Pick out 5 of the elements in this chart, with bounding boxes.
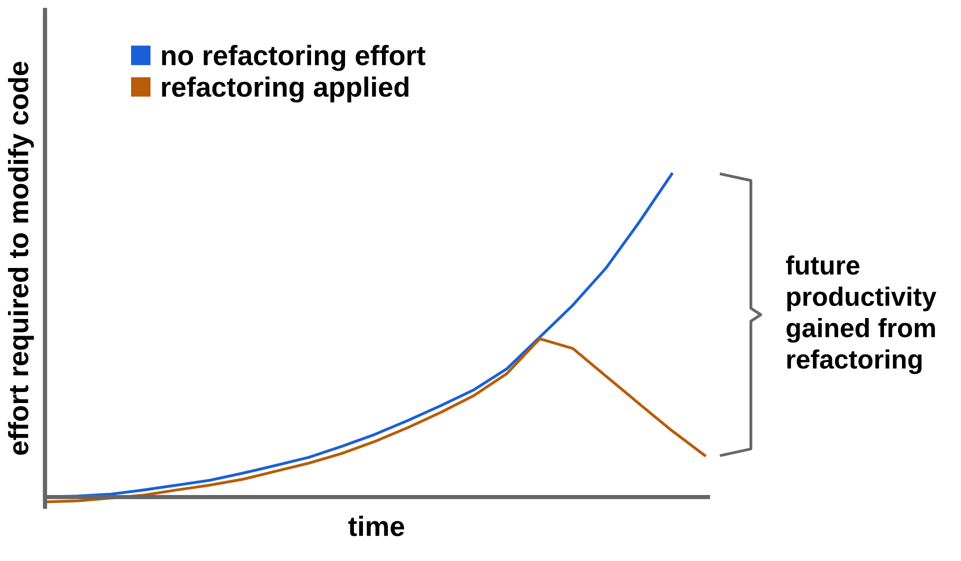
text: future productivity gained from refactoring [786,255,936,374]
y-axis-title: effort required to modify code [8,62,34,455]
legend-label: refactoring applied [162,76,408,103]
x-axis-title: time [348,516,404,536]
legend-label: no refactoring effort [162,44,426,71]
